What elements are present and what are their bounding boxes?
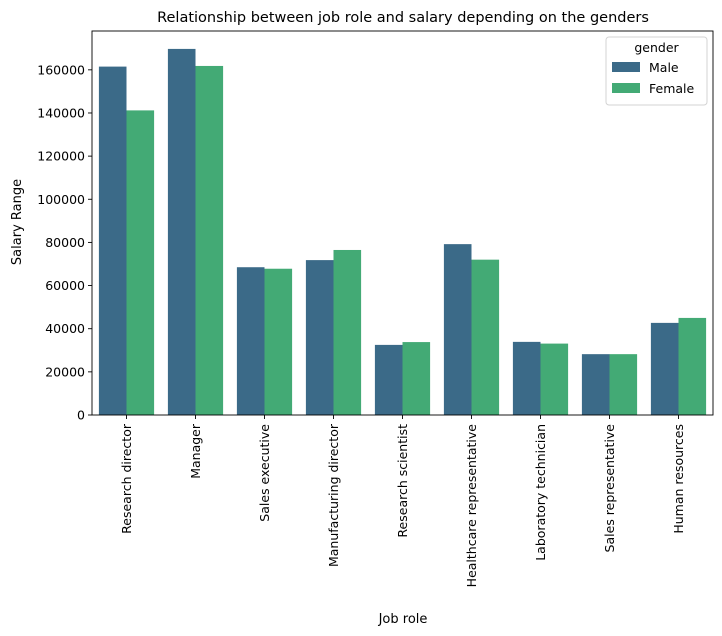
x-tick-label-4: Research scientist [395, 424, 410, 538]
y-axis-label: Salary Range [10, 179, 25, 265]
legend-swatch-male [612, 62, 640, 72]
x-tick-label-6: Laboratory technician [533, 424, 548, 561]
x-tick-label-3: Manufacturing director [326, 423, 341, 567]
bar-male-2 [236, 267, 265, 415]
bar-female-5 [471, 259, 500, 415]
y-tick-label-7: 140000 [37, 105, 85, 120]
y-tick-label-0: 0 [77, 408, 85, 423]
y-tick-label-3: 60000 [45, 278, 85, 293]
bar-male-6 [512, 341, 541, 415]
bar-male-3 [305, 260, 334, 415]
x-tick-label-8: Human resources [671, 424, 686, 534]
y-tick-label-1: 20000 [45, 364, 85, 379]
bar-male-0 [98, 66, 127, 415]
x-tick-label-0: Research director [119, 423, 134, 534]
x-tick-label-2: Sales executive [257, 424, 272, 522]
legend-swatch-female [612, 83, 640, 93]
x-tick-label-5: Healthcare representative [464, 424, 479, 588]
bar-female-1 [195, 65, 224, 415]
bar-female-7 [609, 354, 638, 415]
bar-female-2 [264, 268, 293, 415]
bar-female-6 [540, 343, 569, 415]
y-tick-label-8: 160000 [37, 62, 85, 77]
legend-title: gender [634, 40, 679, 55]
chart-title: Relationship between job role and salary… [157, 10, 649, 26]
bar-male-1 [167, 48, 196, 415]
x-axis-label: Job role [378, 612, 428, 627]
y-tick-label-2: 40000 [45, 321, 85, 336]
bar-female-3 [333, 249, 362, 415]
bar-male-4 [374, 344, 403, 415]
bar-male-5 [443, 244, 472, 415]
x-tick-label-1: Manager [188, 423, 203, 479]
y-tick-label-5: 100000 [37, 192, 85, 207]
plot-area: 0 20000 40000 60000 80000 100000 120000 140000 1… [37, 30, 714, 588]
y-tick-label-4: 80000 [45, 235, 85, 250]
x-tick-label-7: Sales representative [602, 424, 617, 553]
bar-female-4 [402, 342, 431, 415]
legend: gender Male Female [605, 36, 708, 106]
bar-female-8 [678, 317, 707, 415]
legend-label-female: Female [649, 81, 695, 96]
bar-female-0 [126, 110, 155, 415]
bar-male-7 [581, 354, 610, 415]
bar-male-8 [650, 322, 679, 415]
legend-label-male: Male [649, 60, 679, 75]
y-tick-label-6: 120000 [37, 149, 85, 164]
